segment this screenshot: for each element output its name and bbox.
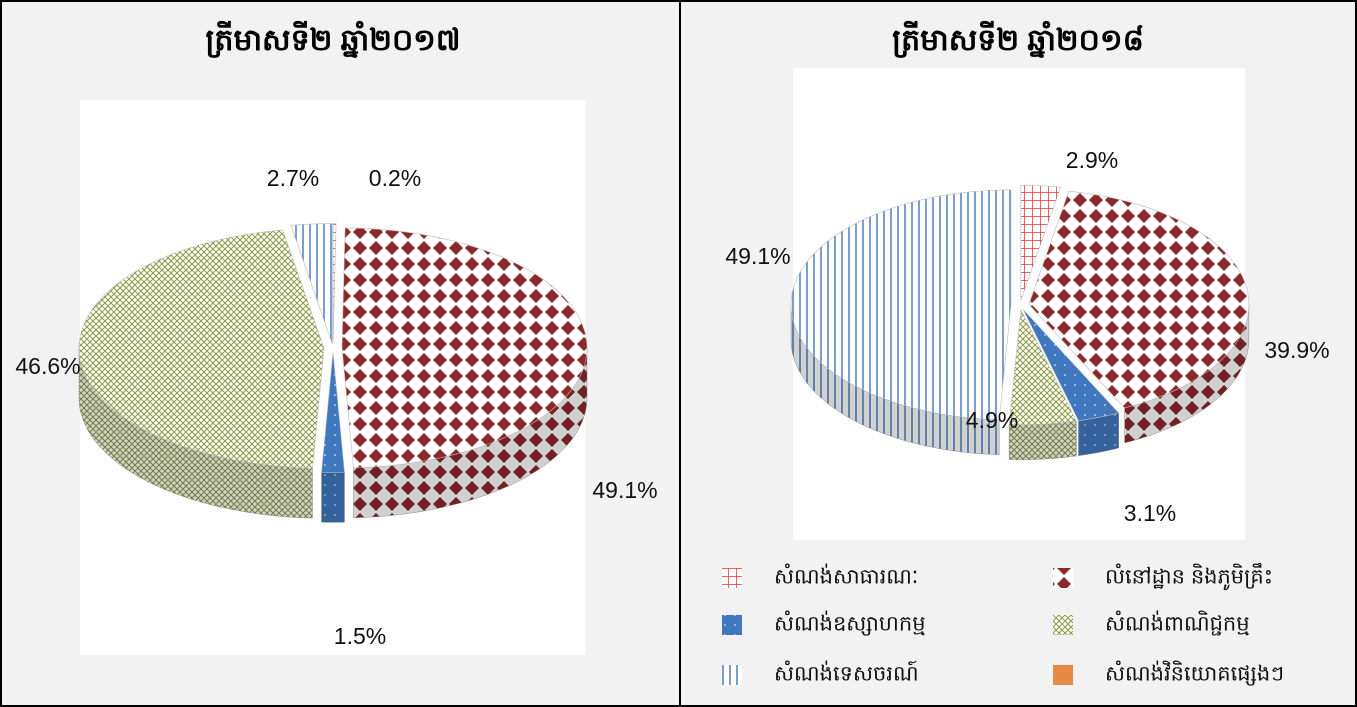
data-label: 4.9% xyxy=(966,407,1018,433)
slice xyxy=(1020,184,1062,301)
slice xyxy=(1008,308,1077,425)
slice xyxy=(790,189,1012,421)
data-label: 46.6% xyxy=(15,353,80,379)
legend-label: សំណង់ពាណិជ្ជកម្ម xyxy=(1105,611,1250,637)
legend-swatch xyxy=(1053,568,1073,588)
legend-swatch xyxy=(1053,665,1073,685)
slice-side-shade xyxy=(79,348,313,519)
data-label: 2.9% xyxy=(1066,147,1118,173)
chart-title: ត្រីមាសទី២ ឆ្នាំ២០១៧ xyxy=(205,20,460,58)
legend-swatch xyxy=(722,665,742,685)
slice xyxy=(332,223,337,344)
slice xyxy=(1028,190,1250,409)
slice xyxy=(290,223,333,344)
pie xyxy=(78,223,588,523)
slice-side-shade xyxy=(791,304,1000,455)
slice-side-shade xyxy=(1009,421,1077,460)
slice xyxy=(78,229,325,469)
slice-side-shade xyxy=(321,472,345,523)
slice-side-shade xyxy=(1078,413,1119,456)
legend-label: សំណង់ឧស្សាហកម្ម xyxy=(774,611,926,637)
slice-side-shade xyxy=(1124,304,1249,443)
slice xyxy=(341,227,588,469)
slice-side-shade xyxy=(353,347,587,518)
legend-label: សំណង់វិនិយោគផ្សេងៗ xyxy=(1105,661,1284,687)
legend-label: សំណង់ទេសចរណ៍ xyxy=(774,661,919,686)
legend-label: សំណង់សាធារណៈ xyxy=(774,564,918,589)
data-label: 1.5% xyxy=(334,623,386,649)
legend-swatch xyxy=(1053,615,1073,635)
pie xyxy=(790,184,1250,460)
data-label: 3.1% xyxy=(1124,500,1176,526)
data-label: 49.1% xyxy=(592,477,657,503)
slice xyxy=(321,352,345,473)
chart-title: ត្រីមាសទី២ ឆ្នាំ២០១៨ xyxy=(892,20,1144,58)
data-label: 0.2% xyxy=(369,165,421,191)
legend-swatch xyxy=(722,568,742,588)
legend-swatch xyxy=(722,615,742,635)
data-label: 39.9% xyxy=(1264,337,1329,363)
data-label: 49.1% xyxy=(725,243,790,269)
data-label: 2.7% xyxy=(267,165,319,191)
slice xyxy=(1022,309,1120,422)
legend-label: លំនៅដ្ឋាន និងភូមិគ្រឹះ xyxy=(1105,563,1273,591)
